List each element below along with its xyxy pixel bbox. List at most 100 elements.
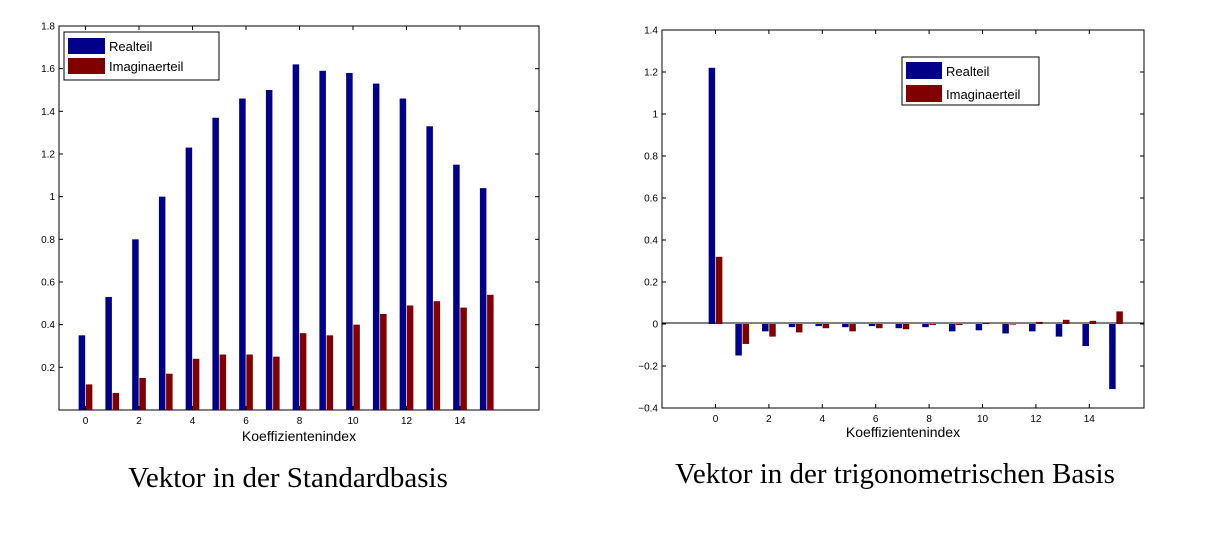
bar-realteil-6	[239, 98, 246, 410]
bar-realteil-4	[185, 147, 193, 410]
chart-trigonometrische-basis: −0.4 −0.2 0 0.2 0.4 0.6 0.8 1 1.2 1.4 0 2 4 6 8 10 12 14…	[638, 26, 1145, 490]
bar-realteil-10	[975, 324, 983, 331]
x-tick-label: 6	[243, 416, 249, 427]
x-tick-label: 12	[401, 416, 413, 427]
bar-imaginaerteil-2	[139, 378, 146, 410]
y-tick-label: 0.2	[644, 278, 658, 289]
bar-imaginaerteil-11	[1009, 324, 1017, 325]
x-tick-label: 2	[136, 416, 142, 427]
bar-realteil-0	[708, 67, 716, 325]
bar-imaginaerteil-7	[273, 356, 280, 410]
legend: Realteil Imaginaerteil	[901, 56, 1040, 106]
bar-realteil-10	[346, 72, 353, 411]
bar-imaginaerteil-2	[769, 324, 776, 337]
bar-imaginaerteil-10	[982, 322, 990, 324]
y-tick-label: 1.2	[41, 150, 55, 161]
y-tick-label: 1	[652, 110, 658, 121]
y-tick-label: 0.2	[41, 363, 55, 374]
bar-realteil-3	[158, 196, 166, 410]
x-tick-label: 2	[766, 414, 772, 425]
y-tick-label: 0.6	[41, 278, 55, 289]
bar-imaginaerteil-5	[219, 354, 227, 410]
bar-imaginaerteil-13	[1062, 319, 1070, 324]
bar-realteil-5	[212, 117, 219, 410]
legend-label-realteil: Realteil	[946, 64, 989, 79]
legend-swatch-realteil	[906, 62, 942, 79]
bar-imaginaerteil-14	[1089, 320, 1097, 324]
x-tick-label: 12	[1030, 414, 1042, 425]
y-tick-label: 1.2	[644, 68, 658, 79]
bar-imaginaerteil-10	[353, 324, 360, 410]
x-tick-label: 10	[977, 414, 989, 425]
bar-realteil-4	[815, 324, 822, 327]
y-tick-label: 0.4	[41, 320, 55, 331]
x-tick-label: 8	[297, 416, 303, 427]
legend-swatch-imaginaerteil	[68, 58, 105, 74]
bar-realteil-1	[735, 324, 742, 356]
bar-imaginaerteil-8	[299, 333, 307, 410]
bar-imaginaerteil-15	[1116, 311, 1123, 324]
bar-realteil-11	[1002, 324, 1009, 334]
bar-imaginaerteil-0	[85, 384, 93, 410]
x-tick-label: 4	[820, 414, 826, 425]
bar-imaginaerteil-4	[822, 324, 830, 329]
legend-swatch-realteil	[68, 38, 105, 54]
bar-imaginaerteil-5	[849, 324, 856, 332]
bar-imaginaerteil-3	[166, 373, 173, 410]
bar-realteil-12	[1029, 324, 1036, 332]
legend-swatch-imaginaerteil	[906, 85, 942, 102]
bar-realteil-11	[372, 83, 380, 410]
bar-realteil-7	[265, 90, 273, 410]
bar-realteil-15	[1109, 324, 1116, 390]
bar-realteil-7	[895, 324, 903, 329]
bar-imaginaerteil-11	[380, 314, 387, 410]
x-tick-label: 0	[83, 416, 89, 427]
x-axis-label: Koeffizientenindex	[846, 424, 960, 440]
bar-realteil-5	[842, 324, 849, 328]
bar-imaginaerteil-8	[929, 324, 936, 326]
bar-realteil-13	[426, 126, 433, 411]
legend-label-imaginaerteil: Imaginaerteil	[946, 87, 1021, 102]
bar-realteil-9	[319, 70, 326, 411]
bar-imaginaerteil-1	[742, 324, 750, 344]
bar-realteil-2	[762, 324, 769, 332]
y-tick-label: 1.8	[41, 22, 55, 33]
bar-imaginaerteil-15	[487, 294, 494, 410]
y-tick-label: 0.8	[41, 235, 55, 246]
bar-imaginaerteil-4	[192, 358, 200, 410]
bar-imaginaerteil-9	[956, 324, 963, 326]
legend-label-realteil: Realteil	[109, 39, 152, 54]
bar-imaginaerteil-0	[715, 256, 723, 324]
bar-realteil-14	[1082, 324, 1089, 347]
y-tick-label: 1.4	[41, 107, 55, 118]
bar-imaginaerteil-14	[460, 307, 467, 410]
bar-realteil-13	[1055, 324, 1063, 337]
bar-imaginaerteil-3	[795, 324, 803, 333]
x-tick-label: 4	[190, 416, 196, 427]
bar-imaginaerteil-6	[246, 354, 253, 410]
x-tick-label: 14	[1084, 414, 1096, 425]
bar-realteil-14	[453, 164, 460, 410]
bar-imaginaerteil-12	[406, 305, 414, 410]
x-axis-label: Koeffizientenindex	[242, 428, 356, 444]
bar-realteil-0	[78, 335, 86, 410]
bar-realteil-12	[399, 98, 407, 410]
bar-realteil-3	[788, 324, 796, 328]
y-tick-label: 0.4	[644, 236, 658, 247]
y-tick-label: 1	[49, 192, 55, 203]
bar-imaginaerteil-12	[1036, 321, 1043, 324]
bar-imaginaerteil-1	[112, 392, 120, 410]
chart-standardbasis: 0.2 0.4 0.6 0.8 1 1.2 1.4 1.6 1.8 0 2 4 6 8 10 12 14 Ko…	[41, 22, 540, 494]
x-tick-label: 14	[454, 416, 466, 427]
bar-realteil-15	[479, 188, 487, 410]
bar-realteil-9	[948, 324, 956, 332]
y-tick-label: 1.4	[644, 26, 658, 37]
x-tick-label: 10	[347, 416, 359, 427]
legend-label-imaginaerteil: Imaginaerteil	[109, 59, 184, 74]
bar-realteil-8	[292, 64, 300, 411]
y-tick-label: 0	[652, 320, 658, 331]
y-tick-label: 0.8	[644, 152, 658, 163]
bar-imaginaerteil-13	[433, 301, 441, 410]
chart-caption: Vektor in der trigonometrischen Basis	[675, 458, 1115, 490]
